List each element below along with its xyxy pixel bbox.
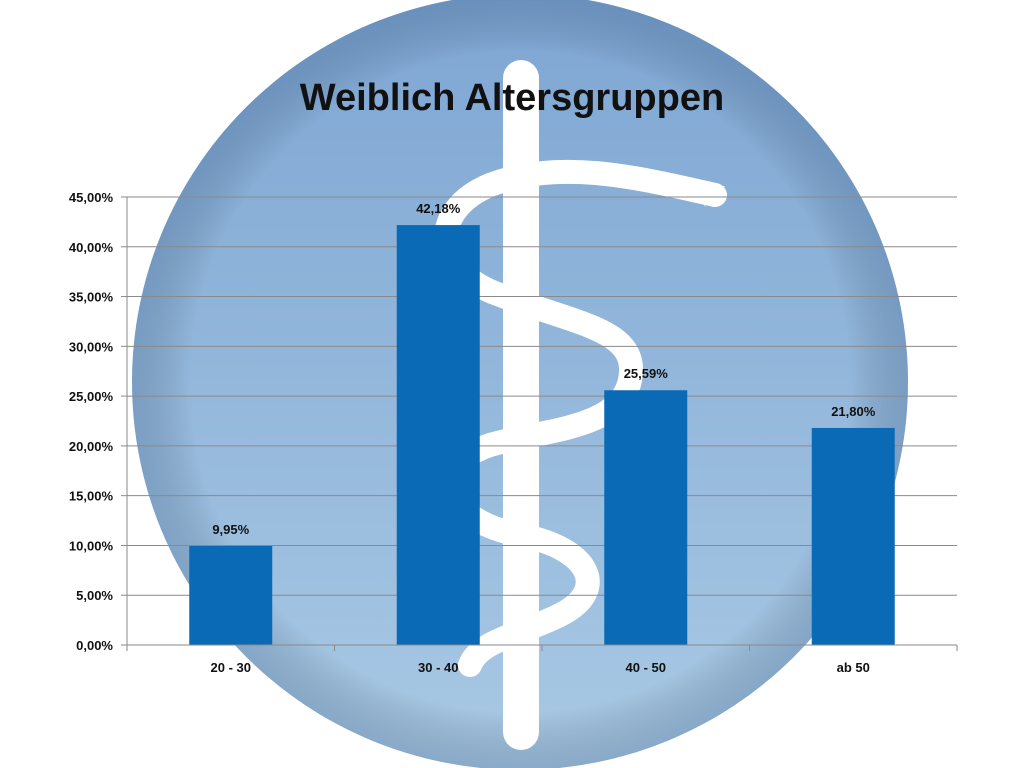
x-tick-label: 40 - 50: [626, 660, 666, 675]
bar: [396, 225, 480, 646]
y-tick-label: 10,00%: [69, 538, 114, 553]
y-tick-label: 45,00%: [69, 190, 114, 205]
y-tick-label: 30,00%: [69, 339, 114, 354]
data-label: 21,80%: [831, 404, 876, 419]
bar: [189, 545, 273, 645]
x-tick-label: ab 50: [837, 660, 870, 675]
y-tick-label: 35,00%: [69, 290, 114, 305]
rod-of-asclepius-icon: [132, 0, 908, 768]
data-label: 9,95%: [212, 522, 249, 537]
labels: 0,00% 5,00% 10,00% 15,00% 20,00% 25,00% 30,00%…: [69, 190, 876, 675]
y-tick-label: 5,00%: [76, 588, 113, 603]
y-tick-label: 25,00%: [69, 389, 114, 404]
y-tick-label: 20,00%: [69, 439, 114, 454]
chart-title: Weiblich Altersgruppen: [300, 77, 724, 119]
axes: [121, 196, 958, 651]
x-tick-label: 20 - 30: [211, 660, 251, 675]
x-tick-label: 30 - 40: [418, 660, 458, 675]
data-label: 42,18%: [416, 201, 461, 216]
y-tick-label: 40,00%: [69, 240, 114, 255]
data-label: 25,59%: [624, 366, 669, 381]
bar: [604, 390, 688, 645]
bar: [811, 427, 895, 645]
y-tick-label: 15,00%: [69, 489, 114, 504]
bars: [189, 225, 895, 646]
y-tick-label: 0,00%: [76, 638, 113, 653]
